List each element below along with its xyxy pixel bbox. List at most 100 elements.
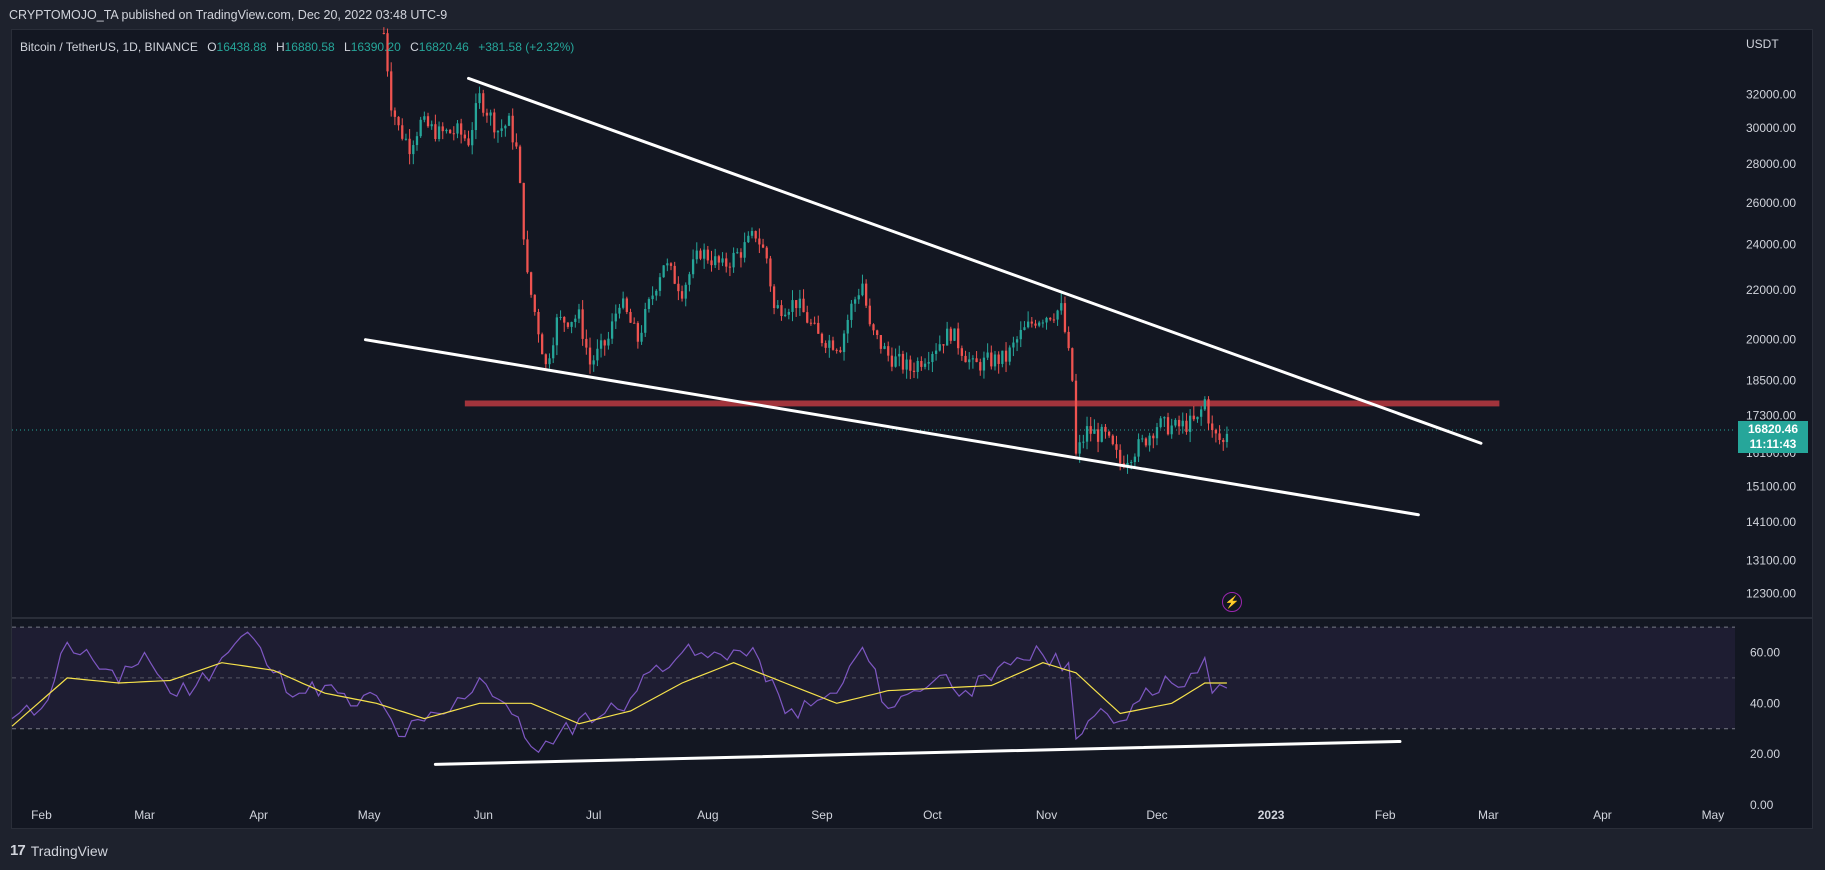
candle	[485, 112, 489, 116]
candle	[703, 249, 706, 259]
rsi-trendline[interactable]	[433, 739, 1402, 766]
candle	[559, 316, 562, 318]
candle	[622, 298, 625, 308]
price-tick-label: 32000.00	[1746, 87, 1796, 101]
candle	[397, 116, 400, 126]
candle	[864, 283, 868, 306]
candle	[747, 235, 750, 243]
candle	[1155, 427, 1159, 439]
rsi-tick-label: 40.00	[1750, 696, 1780, 710]
trendline[interactable]	[467, 76, 1483, 445]
candle	[743, 242, 746, 258]
candle	[1045, 317, 1048, 323]
candle	[471, 130, 474, 146]
candle	[725, 258, 728, 267]
candle	[1188, 415, 1192, 432]
candle	[754, 231, 757, 239]
candle	[541, 334, 544, 355]
candle	[927, 362, 930, 364]
candle	[647, 299, 651, 309]
candle	[1174, 419, 1177, 426]
candle	[412, 145, 415, 155]
candle	[938, 344, 941, 351]
candle	[500, 128, 503, 131]
candle	[658, 277, 662, 291]
candle	[997, 354, 1000, 364]
price-tick-label: 22000.00	[1746, 283, 1796, 297]
candle	[1159, 418, 1162, 428]
candle	[993, 354, 997, 367]
rsi-line	[11, 631, 1228, 754]
candle	[404, 138, 408, 140]
candle	[920, 360, 923, 367]
candle	[964, 355, 967, 363]
candle	[515, 142, 518, 147]
candle	[1023, 327, 1026, 330]
candle	[386, 33, 389, 72]
low-label: L	[344, 40, 351, 54]
candle	[1093, 429, 1096, 434]
candle	[563, 316, 566, 323]
candle	[489, 112, 492, 116]
candle	[1096, 429, 1100, 442]
candle	[732, 252, 735, 268]
candle	[971, 358, 975, 360]
candle	[1170, 425, 1173, 435]
candle	[868, 305, 871, 325]
tradingview-brand[interactable]: 17 TradingView	[10, 842, 108, 859]
candle	[769, 258, 772, 287]
candle	[607, 338, 610, 346]
candle	[408, 138, 411, 155]
price-tick-label: 30000.00	[1746, 121, 1796, 135]
candle	[1218, 433, 1221, 440]
candle	[529, 272, 533, 295]
lightning-icon[interactable]: ⚡	[1222, 592, 1242, 612]
candle	[1144, 438, 1148, 446]
candle	[507, 115, 511, 126]
time-tick-label: 2023	[1258, 808, 1285, 822]
time-tick-label: Aug	[697, 808, 718, 822]
candle	[957, 328, 960, 349]
chart-frame[interactable]	[11, 29, 1813, 829]
candle	[684, 284, 687, 299]
candle	[990, 352, 993, 367]
candle	[787, 311, 790, 315]
candle	[795, 300, 798, 309]
candle	[1119, 449, 1122, 464]
candle	[1004, 350, 1008, 362]
candle	[662, 265, 665, 278]
time-tick-label: Dec	[1146, 808, 1167, 822]
price-tick-label: 20000.00	[1746, 333, 1796, 347]
candle	[1056, 310, 1059, 320]
candle	[979, 362, 982, 371]
candle	[909, 359, 912, 371]
candle	[1074, 380, 1078, 454]
open-label: O	[207, 40, 217, 54]
low-value: 16390.20	[350, 40, 401, 54]
candle	[522, 182, 525, 240]
support-zone[interactable]	[464, 400, 1500, 407]
candle	[982, 357, 986, 371]
candle	[986, 352, 989, 358]
candle	[1038, 322, 1041, 326]
candle	[666, 263, 669, 266]
candle	[610, 321, 614, 339]
candle	[629, 312, 632, 323]
candle	[430, 124, 433, 127]
candle	[850, 303, 853, 320]
candle	[842, 333, 846, 353]
tradingview-logo-icon: 17	[10, 842, 26, 859]
rsi-tick-label: 20.00	[1750, 747, 1780, 761]
candle	[570, 321, 573, 327]
candle	[728, 266, 732, 268]
candle	[415, 136, 419, 146]
trendline[interactable]	[363, 338, 1420, 517]
time-tick-label: Nov	[1036, 808, 1057, 822]
bar-countdown: 11:11:43	[1749, 437, 1797, 451]
close-label: C	[410, 40, 419, 54]
candle	[802, 298, 805, 313]
candle	[1211, 423, 1214, 430]
candle	[835, 349, 838, 351]
symbol-name[interactable]: Bitcoin / TetherUS, 1D, BINANCE	[20, 40, 198, 54]
